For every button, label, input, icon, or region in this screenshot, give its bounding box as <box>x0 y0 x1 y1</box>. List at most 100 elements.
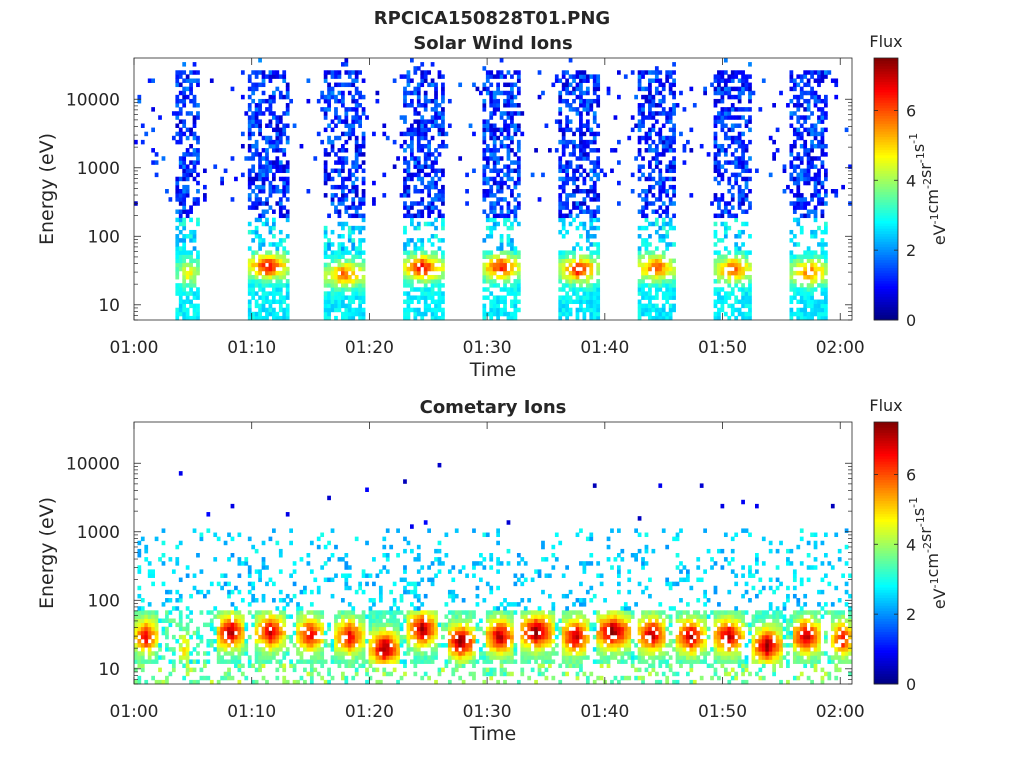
heatmap-cell <box>258 295 262 300</box>
heatmap-cell <box>323 250 328 255</box>
heatmap-cell <box>817 258 821 264</box>
heatmap-cell <box>658 266 663 272</box>
heatmap-cell <box>185 565 190 570</box>
heatmap-cell <box>282 638 287 644</box>
colorbar-swatch <box>874 189 898 193</box>
heatmap-cell <box>737 311 742 317</box>
heatmap-cell <box>334 98 338 104</box>
heatmap-cell <box>592 197 597 202</box>
heatmap-cell <box>337 262 342 268</box>
heatmap-cell <box>730 94 735 100</box>
heatmap-cell <box>341 143 345 149</box>
heatmap-cell <box>792 254 797 259</box>
heatmap-cell <box>485 250 490 255</box>
heatmap-cell <box>665 270 670 276</box>
heatmap-cell <box>282 123 287 128</box>
heatmap-cell <box>151 643 155 648</box>
heatmap-cell <box>568 193 573 198</box>
heatmap-cell <box>485 70 490 75</box>
heatmap-cell <box>434 172 438 178</box>
heatmap-cell <box>648 94 652 100</box>
heatmap-cell <box>641 111 645 116</box>
heatmap-cell <box>385 651 390 656</box>
heatmap-cell <box>496 127 500 133</box>
heatmap-cell <box>651 127 656 133</box>
heatmap-cell <box>589 127 594 133</box>
heatmap-cell <box>265 311 269 317</box>
heatmap-cell <box>589 254 594 259</box>
heatmap-cell <box>813 164 818 169</box>
heatmap-cell <box>240 561 245 566</box>
heatmap-cell <box>499 189 504 194</box>
heatmap-cell <box>813 94 818 100</box>
heatmap-cell <box>489 217 494 223</box>
heatmap-cell <box>644 283 649 288</box>
heatmap-cell <box>420 209 425 214</box>
heatmap-cell <box>278 189 283 194</box>
heatmap-cell <box>672 213 676 219</box>
heatmap-cell <box>585 229 590 235</box>
heatmap-cell <box>185 250 190 255</box>
heatmap-cell <box>134 679 138 685</box>
heatmap-cell <box>489 74 494 79</box>
heatmap-cell <box>658 189 663 194</box>
heatmap-cell <box>496 258 500 264</box>
heatmap-cell <box>189 651 193 656</box>
heatmap-cell <box>741 291 745 296</box>
heatmap-cell <box>651 168 656 174</box>
heatmap-cell <box>361 250 366 255</box>
heatmap-cell <box>261 291 266 296</box>
heatmap-cell <box>510 254 514 259</box>
heatmap-cell <box>713 139 718 145</box>
heatmap-cell <box>361 78 366 83</box>
heatmap-cell <box>427 148 431 153</box>
heatmap-cell <box>641 94 645 100</box>
heatmap-cell <box>741 221 745 227</box>
heatmap-cell <box>265 160 269 165</box>
heatmap-cell <box>378 614 383 619</box>
heatmap-cell <box>499 246 504 251</box>
heatmap-cell <box>368 622 373 628</box>
heatmap-cell <box>185 74 190 79</box>
heatmap-cell <box>337 221 342 227</box>
heatmap-cell <box>230 197 235 202</box>
heatmap-cell <box>378 593 383 599</box>
heatmap-cell <box>278 254 283 259</box>
heatmap-cell <box>354 655 359 660</box>
heatmap-cell <box>648 258 652 264</box>
heatmap-cell <box>458 156 463 161</box>
heatmap-cell <box>220 655 224 660</box>
heatmap-cell <box>579 115 583 120</box>
heatmap-cell <box>292 679 297 685</box>
heatmap-cell <box>799 74 804 79</box>
heatmap-cell <box>282 299 287 305</box>
heatmap-cell <box>278 569 283 574</box>
heatmap-cell <box>403 315 407 321</box>
heatmap-cell <box>741 139 745 145</box>
heatmap-cell <box>403 176 407 182</box>
heatmap-cell <box>344 565 349 570</box>
heatmap-cell <box>579 119 583 124</box>
heatmap-cell <box>813 250 818 255</box>
heatmap-cell <box>813 78 818 83</box>
heatmap-cell <box>558 274 563 280</box>
heatmap-cell <box>347 90 352 96</box>
heatmap-cell <box>268 614 273 619</box>
heatmap-cell <box>665 299 670 305</box>
heatmap-cell <box>189 209 193 214</box>
heatmap-cell <box>648 189 652 194</box>
heatmap-cell <box>347 168 352 174</box>
heatmap-cell <box>654 143 659 149</box>
heatmap-cell <box>499 295 504 300</box>
heatmap-cell <box>661 209 666 214</box>
heatmap-cell <box>171 659 176 664</box>
heatmap-cell <box>668 315 673 321</box>
heatmap-cell <box>575 291 580 296</box>
heatmap-cell <box>185 127 190 133</box>
heatmap-cell <box>792 201 797 206</box>
heatmap-cell <box>579 148 583 153</box>
heatmap-cell <box>361 651 366 656</box>
heatmap-cell <box>361 180 366 186</box>
heatmap-cell <box>427 266 431 272</box>
heatmap-cell <box>341 614 345 619</box>
